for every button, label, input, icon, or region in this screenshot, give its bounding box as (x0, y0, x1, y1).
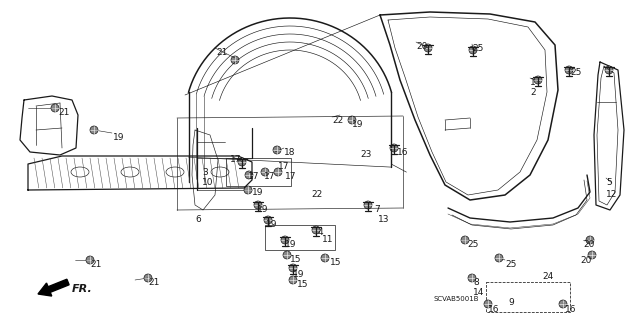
Text: 16: 16 (397, 148, 408, 157)
Circle shape (484, 300, 492, 308)
Circle shape (281, 236, 289, 244)
Text: 15: 15 (330, 258, 342, 267)
Text: 19: 19 (113, 133, 125, 142)
Text: 25: 25 (570, 68, 581, 77)
Text: 8: 8 (473, 278, 479, 287)
Text: 21: 21 (58, 108, 69, 117)
FancyArrow shape (38, 279, 69, 296)
Circle shape (245, 171, 253, 179)
Circle shape (244, 186, 252, 194)
Circle shape (231, 56, 239, 64)
Text: 19: 19 (293, 270, 305, 279)
Text: 11: 11 (322, 235, 333, 244)
Text: 22: 22 (311, 190, 323, 199)
Circle shape (348, 116, 356, 124)
Text: 17: 17 (264, 172, 275, 181)
Text: 21: 21 (90, 260, 101, 269)
Text: 23: 23 (360, 150, 371, 159)
Text: FR.: FR. (72, 284, 93, 294)
Text: 19: 19 (252, 188, 264, 197)
Text: 19: 19 (352, 120, 364, 129)
Bar (265, 225, 335, 250)
Text: 17: 17 (278, 162, 289, 171)
Text: 9: 9 (508, 298, 514, 307)
Circle shape (565, 66, 573, 74)
Circle shape (144, 274, 152, 282)
Bar (226, 158, 291, 186)
Circle shape (588, 251, 596, 259)
Circle shape (238, 158, 246, 166)
Text: 19: 19 (285, 240, 296, 249)
Bar (486, 282, 570, 312)
Text: 20: 20 (416, 42, 428, 51)
Text: 25: 25 (505, 260, 516, 269)
Circle shape (390, 144, 398, 152)
Circle shape (90, 126, 98, 134)
Circle shape (261, 168, 269, 176)
Text: SCVAB5001B: SCVAB5001B (434, 296, 479, 302)
Text: 3: 3 (202, 168, 208, 177)
Circle shape (321, 254, 329, 262)
Text: 6: 6 (195, 215, 201, 224)
Text: 1: 1 (530, 78, 536, 87)
Text: 16: 16 (488, 305, 499, 314)
Text: 20: 20 (583, 240, 595, 249)
Circle shape (534, 76, 542, 84)
Circle shape (424, 44, 432, 52)
Text: 21: 21 (216, 48, 227, 57)
Text: 22: 22 (332, 116, 343, 125)
Text: 20: 20 (580, 256, 591, 265)
Circle shape (586, 236, 594, 244)
Text: 2: 2 (530, 88, 536, 97)
Text: 15: 15 (297, 280, 308, 289)
Circle shape (273, 146, 281, 154)
Text: 21: 21 (148, 278, 159, 287)
Text: 4: 4 (318, 228, 324, 237)
Circle shape (289, 264, 297, 272)
Circle shape (289, 276, 297, 284)
Circle shape (461, 236, 469, 244)
Circle shape (559, 300, 567, 308)
Circle shape (468, 274, 476, 282)
Text: 16: 16 (565, 305, 577, 314)
Circle shape (86, 256, 94, 264)
Circle shape (264, 216, 272, 224)
Circle shape (254, 201, 262, 209)
Text: 19: 19 (257, 205, 269, 214)
Text: 12: 12 (606, 190, 618, 199)
Text: 14: 14 (473, 288, 484, 297)
Text: 17: 17 (248, 172, 259, 181)
Circle shape (283, 251, 291, 259)
Circle shape (312, 226, 320, 234)
Text: 19: 19 (266, 220, 278, 229)
Text: 25: 25 (467, 240, 478, 249)
Text: 18: 18 (284, 148, 296, 157)
Circle shape (605, 66, 613, 74)
Text: 7: 7 (374, 205, 380, 214)
Text: 24: 24 (542, 272, 553, 281)
Text: 10: 10 (202, 178, 214, 187)
Text: 17: 17 (285, 172, 296, 181)
Text: 25: 25 (472, 44, 483, 53)
Text: 17: 17 (230, 155, 241, 164)
Text: 5: 5 (606, 178, 612, 187)
Circle shape (51, 104, 59, 112)
Circle shape (495, 254, 503, 262)
Circle shape (469, 46, 477, 54)
Circle shape (364, 201, 372, 209)
Circle shape (274, 168, 282, 176)
Text: 13: 13 (378, 215, 390, 224)
Text: 15: 15 (290, 255, 301, 264)
